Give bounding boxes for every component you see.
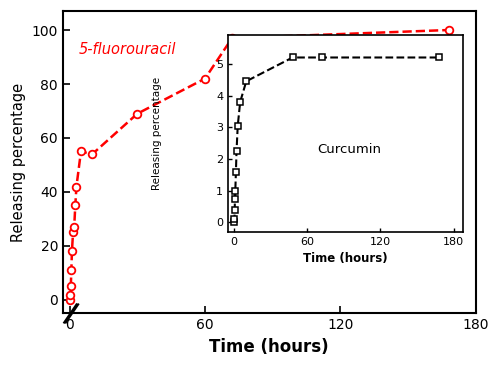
X-axis label: Time (hours): Time (hours) (210, 338, 329, 356)
Y-axis label: Releasing percentage: Releasing percentage (11, 83, 26, 242)
Text: 5-fluorouracil: 5-fluorouracil (78, 42, 176, 57)
